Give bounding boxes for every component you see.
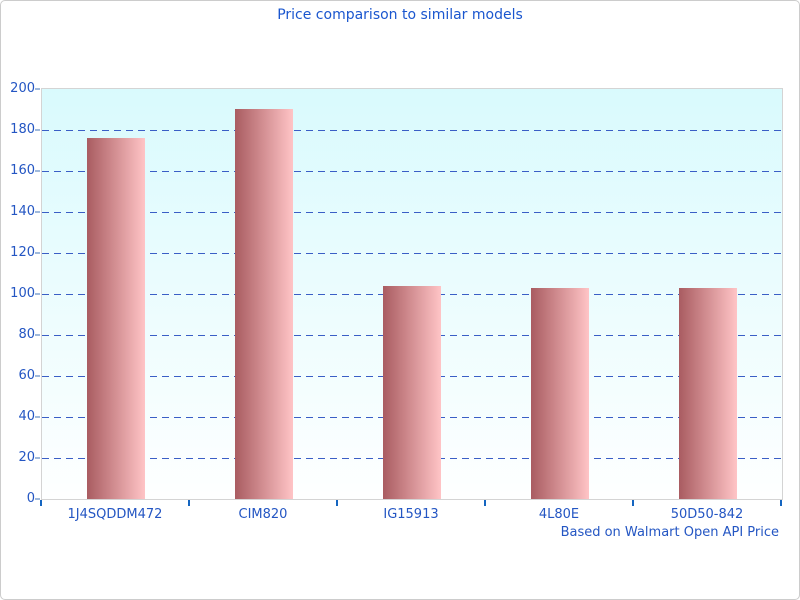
x-axis-label-IG15913: IG15913 <box>383 507 439 522</box>
gridline <box>42 253 782 254</box>
y-axis-tick <box>35 88 40 90</box>
gridline <box>42 130 782 131</box>
bar-1J4SQDDM472 <box>87 138 145 499</box>
chart-footnote: Based on Walmart Open API Price <box>560 525 779 540</box>
x-axis-tick <box>188 500 190 506</box>
y-axis-tick <box>35 416 40 418</box>
y-axis-tick <box>35 293 40 295</box>
y-axis-label-0: 0 <box>26 491 35 506</box>
bar-50D50-842 <box>679 288 737 499</box>
y-axis-label-140: 140 <box>10 204 35 219</box>
bar-CIM820 <box>235 109 293 499</box>
y-axis-tick <box>35 457 40 459</box>
y-axis-label-20: 20 <box>18 450 35 465</box>
y-axis-label-160: 160 <box>10 163 35 178</box>
x-axis-tick <box>40 500 42 506</box>
y-axis-label-200: 200 <box>10 81 35 96</box>
x-axis-tick <box>780 500 782 506</box>
y-axis-tick <box>35 498 40 500</box>
plot-area <box>41 88 783 500</box>
x-axis-tick <box>632 500 634 506</box>
y-axis-tick <box>35 129 40 131</box>
y-axis-label-40: 40 <box>18 409 35 424</box>
y-axis-label-180: 180 <box>10 122 35 137</box>
x-axis-label-CIM820: CIM820 <box>238 507 288 522</box>
bar-IG15913 <box>383 286 441 499</box>
y-axis-label-60: 60 <box>18 368 35 383</box>
x-axis-label-4L80E: 4L80E <box>538 507 580 522</box>
y-axis-label-100: 100 <box>10 286 35 301</box>
chart-title: Price comparison to similar models <box>277 7 523 23</box>
y-axis-tick <box>35 375 40 377</box>
y-axis-tick <box>35 252 40 254</box>
x-axis-label-1J4SQDDM472: 1J4SQDDM472 <box>67 507 163 522</box>
x-axis-tick <box>484 500 486 506</box>
bar-4L80E <box>531 288 589 499</box>
y-axis-tick <box>35 211 40 213</box>
y-axis-label-80: 80 <box>18 327 35 342</box>
x-axis-label-50D50-842: 50D50-842 <box>670 507 744 522</box>
x-axis-tick <box>336 500 338 506</box>
y-axis-tick <box>35 170 40 172</box>
y-axis-label-120: 120 <box>10 245 35 260</box>
y-axis-tick <box>35 334 40 336</box>
gridline <box>42 171 782 172</box>
gridline <box>42 212 782 213</box>
